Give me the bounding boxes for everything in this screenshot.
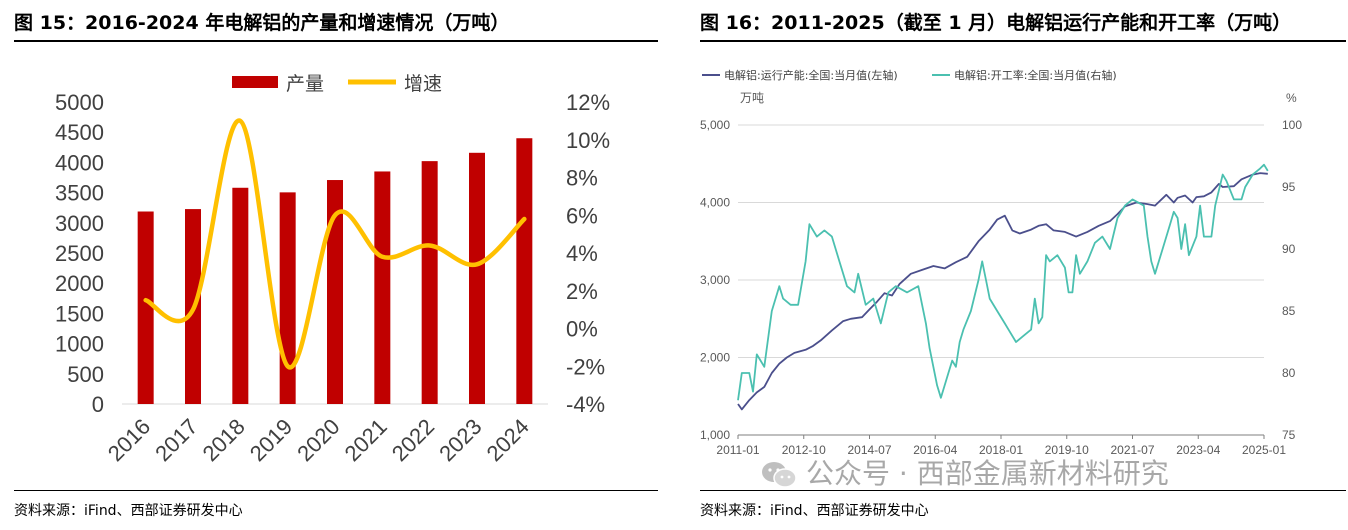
y-left-tick-label: 0	[92, 392, 104, 417]
legend-label-production: 产量	[286, 73, 324, 95]
x-tick-label: 2019	[245, 414, 297, 466]
y-left-tick-label: 4500	[55, 120, 104, 145]
y-left-tick-label: 3,000	[700, 273, 730, 287]
y-left-tick-label: 5,000	[700, 118, 730, 132]
left-chart-title: 图 15：2016-2024 年电解铝的产量和增速情况（万吨）	[14, 12, 510, 34]
y-left-tick-label: 2000	[55, 271, 104, 296]
bar-2024	[516, 138, 533, 405]
x-tick-label: 2022	[387, 414, 439, 466]
x-tick-label: 2021	[340, 414, 392, 466]
x-tick-label: 2020	[292, 414, 344, 466]
x-tick-label: 2023-04	[1176, 443, 1220, 457]
x-tick-label: 2014-07	[847, 443, 891, 457]
y-left-tick-label: 5000	[55, 90, 104, 115]
bar-2022	[421, 161, 438, 404]
y-right-tick-label: 2%	[566, 279, 598, 304]
x-tick-label: 2019-10	[1045, 443, 1089, 457]
y-right-tick-label: -4%	[566, 392, 605, 417]
capacity-line	[737, 172, 1268, 411]
x-tick-label: 2021-07	[1110, 443, 1154, 457]
watermark: 公众号 · 西部金属新材料研究	[760, 452, 1169, 492]
y-left-tick-label: 4000	[55, 150, 104, 175]
x-tick-label: 2012-10	[782, 443, 826, 457]
watermark-text: 公众号 · 西部金属新材料研究	[806, 457, 1169, 490]
y-left-tick-label: 3000	[55, 211, 104, 236]
y-right-tick-label: -2%	[566, 354, 605, 379]
x-tick-label: 2016-04	[913, 443, 957, 457]
y-left-tick-label: 1500	[55, 301, 104, 326]
bar-2016	[137, 211, 154, 404]
x-tick-label: 2016	[103, 414, 155, 466]
y-left-tick-label: 4,000	[700, 196, 730, 210]
y-right-tick-label: 4%	[566, 241, 598, 266]
x-tick-label: 2018-01	[979, 443, 1023, 457]
y-right-tick-label: 10%	[566, 128, 610, 153]
y-left-tick-label: 1000	[55, 332, 104, 357]
utilization-line	[737, 163, 1269, 401]
y-right-tick-label: 0%	[566, 317, 598, 342]
bar-2021	[374, 171, 391, 404]
bar-2019	[279, 192, 296, 404]
x-tick-label: 2025-01	[1242, 443, 1286, 457]
legend-label-growth: 增速	[404, 73, 442, 95]
bar-2020	[327, 180, 343, 404]
wechat-icon	[762, 462, 797, 488]
y-left-tick-label: 2500	[55, 241, 104, 266]
right-chart: 万吨 % 1,000 2,000 3,000 4,000 5,000 75 80 85 90 95 10…	[700, 68, 1302, 457]
right-title-rule	[700, 40, 1346, 42]
left-source-note: 资料来源：iFind、西部证券研发中心	[14, 503, 243, 519]
x-tick-label: 2018	[198, 414, 250, 466]
y-right-tick-label: 80	[1282, 366, 1296, 380]
left-footer-rule	[14, 490, 658, 491]
x-tick-label: 2023	[434, 414, 486, 466]
legend-label-utilization: 电解铝:开工率:全国:当月值(右轴)	[954, 68, 1117, 82]
unit-left: 万吨	[740, 91, 764, 105]
x-tick-label: 2017	[150, 414, 202, 466]
legend-label-capacity: 电解铝:运行产能:全国:当月值(左轴)	[724, 68, 898, 82]
bar-2023	[469, 152, 485, 404]
right-chart-title: 图 16：2011-2025（截至 1 月）电解铝运行产能和开工率（万吨）	[700, 12, 1292, 34]
y-right-tick-label: 95	[1282, 180, 1296, 194]
y-right-tick-label: 8%	[566, 166, 598, 191]
y-right-tick-label: 85	[1282, 304, 1296, 318]
x-tick-label: 2024	[482, 414, 534, 466]
y-left-tick-label: 1,000	[700, 428, 730, 442]
y-left-tick-label: 500	[67, 362, 104, 387]
y-right-tick-label: 12%	[566, 90, 610, 115]
y-left-tick-label: 2,000	[700, 351, 730, 365]
unit-right: %	[1286, 91, 1297, 105]
right-footer-rule	[700, 490, 1346, 491]
bar-2018	[232, 187, 249, 404]
growth-line	[143, 118, 527, 370]
right-source-note: 资料来源：iFind、西部证券研发中心	[700, 503, 929, 519]
y-right-tick-label: 100	[1282, 118, 1302, 132]
y-right-tick-label: 75	[1282, 428, 1296, 442]
y-left-tick-label: 3500	[55, 181, 104, 206]
left-chart: 0 500 1000 1500 2000 2500 3000 3500 4000 4500 5000…	[55, 73, 610, 466]
y-right-tick-label: 90	[1282, 242, 1296, 256]
left-title-rule	[14, 40, 658, 42]
x-tick-label: 2011-01	[716, 443, 759, 457]
y-right-tick-label: 6%	[566, 203, 598, 228]
legend-swatch-production	[232, 76, 278, 88]
